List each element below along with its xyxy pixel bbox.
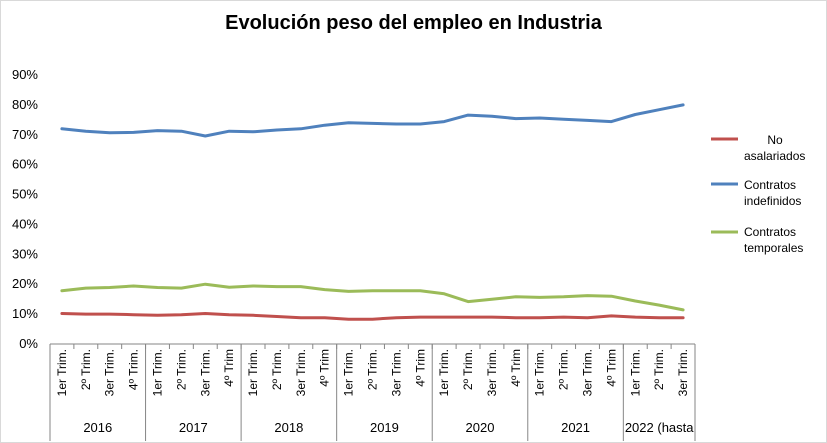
x-category-label: 1er Trim. xyxy=(246,349,260,396)
x-category-label: 2º Trim. xyxy=(174,349,188,390)
chart-title: Evolución peso del empleo en Industria xyxy=(225,12,602,34)
y-tick-label: 90% xyxy=(12,67,38,82)
y-tick-label: 60% xyxy=(12,157,38,172)
x-category-label: 1er Trim. xyxy=(151,349,165,396)
series-line xyxy=(60,103,685,138)
series-line xyxy=(60,312,685,321)
x-category-label: 2º Trim. xyxy=(270,349,284,390)
legend-label: temporales xyxy=(744,241,803,255)
x-category-label: 1er Trim. xyxy=(437,349,451,396)
legend: No asalariados Contratos indefinidos Contrat… xyxy=(711,133,805,255)
y-tick-label: 0% xyxy=(19,336,38,351)
x-category-label: 4º Trim. xyxy=(127,349,141,390)
legend-label: Contratos xyxy=(744,225,796,239)
x-category-label: 3er Trim. xyxy=(389,349,403,396)
x-category-label: 4º Trim xyxy=(604,349,618,387)
x-category-label: 2º Trim. xyxy=(461,349,475,390)
x-category-label: 1er Trim. xyxy=(628,349,642,396)
legend-label: No xyxy=(767,133,783,147)
legend-label: Contratos xyxy=(744,178,796,192)
x-category-label: 3er Trim. xyxy=(103,349,117,396)
x-category-label: 3er Trim. xyxy=(581,349,595,396)
x-category-label: 1er Trim. xyxy=(55,349,69,396)
x-category-label: 2º Trim. xyxy=(557,349,571,390)
y-axis: 0% 10% 20% 30% 40% 50% 60% 70% 80% 90% xyxy=(12,67,38,351)
plot-area xyxy=(60,103,685,321)
year-group-label: 2021 xyxy=(561,420,590,435)
x-category-label: 4º Trim xyxy=(222,349,236,387)
x-category-label: 3er Trim. xyxy=(198,349,212,396)
y-tick-label: 80% xyxy=(12,97,38,112)
year-group-label: 2022 (hasta xyxy=(625,420,694,435)
year-group-label: 2017 xyxy=(179,420,208,435)
series-line xyxy=(60,282,685,312)
y-tick-label: 50% xyxy=(12,187,38,202)
legend-label: asalariados xyxy=(744,149,805,163)
y-tick-label: 70% xyxy=(12,127,38,142)
x-category-label: 3er Trim. xyxy=(294,349,308,396)
year-group-label: 2019 xyxy=(370,420,399,435)
x-category-label: 2º Trim. xyxy=(79,349,93,390)
x-category-label: 1er Trim. xyxy=(533,349,547,396)
x-category-label: 4º Trim xyxy=(413,349,427,387)
year-group-label: 2020 xyxy=(466,420,495,435)
x-category-label: 4º Trim xyxy=(318,349,332,387)
x-category-label: 3er Trim. xyxy=(485,349,499,396)
year-group-label: 2016 xyxy=(83,420,112,435)
y-tick-label: 10% xyxy=(12,306,38,321)
x-category-label: 3er Trim. xyxy=(676,349,690,396)
x-category-label: 2º Trim. xyxy=(652,349,666,390)
year-group-label: 2018 xyxy=(274,420,303,435)
x-axis: 1er Trim. 2º Trim. 3er Trim. 4º Trim. 1er Tr… xyxy=(49,343,696,441)
legend-label: indefinidos xyxy=(744,194,801,208)
x-category-label: 4º Trim xyxy=(509,349,523,387)
y-tick-label: 30% xyxy=(12,246,38,261)
x-category-label: 1er Trim. xyxy=(342,349,356,396)
y-tick-label: 20% xyxy=(12,276,38,291)
x-category-label: 2º Trim. xyxy=(366,349,380,390)
y-tick-label: 40% xyxy=(12,216,38,231)
